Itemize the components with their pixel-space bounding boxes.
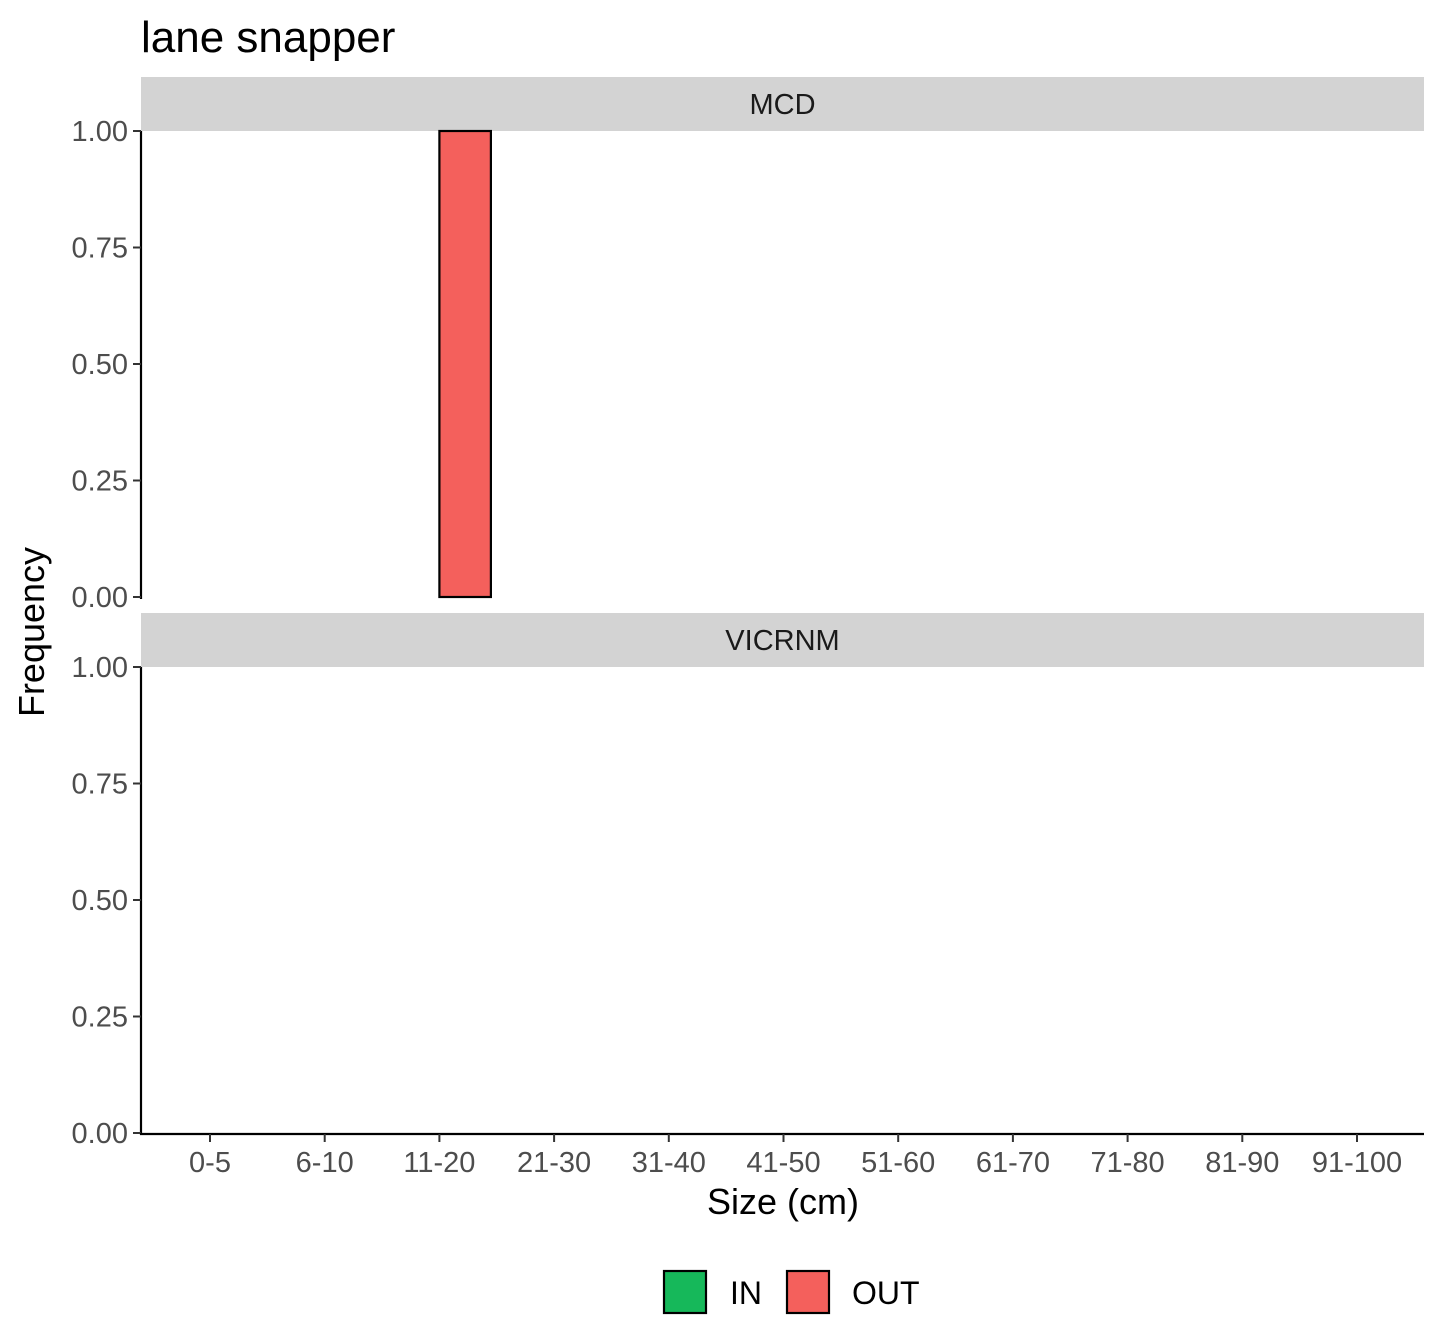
y-axis-title: Frequency [11,547,52,717]
facet-strip-label: VICRNM [725,625,839,657]
x-axis: 0-5 6-10 11-20 21-30 31-40 41-50 51-60 61-70 71-… [140,1132,1424,1179]
y-tick-label: 0.50 [72,349,128,381]
legend-item-out: OUT [785,1269,920,1315]
chart-title: lane snapper [141,13,395,62]
bar-out-11-20 [438,129,492,599]
facet-strip-label: MCD [749,89,815,121]
x-tick-label: 61-70 [976,1147,1050,1179]
x-tick-label: 81-90 [1205,1147,1279,1179]
y-tick-label: 0.75 [72,769,128,801]
legend-item-in: IN [662,1269,762,1315]
y-tick-label: 0.25 [72,1002,128,1034]
x-tick-label: 91-100 [1312,1147,1402,1179]
x-tick-label: 21-30 [517,1147,591,1179]
x-tick-label: 71-80 [1091,1147,1165,1179]
facet-panel-vicrnm: VICRNM 0.00 0.25 0.50 0.75 1.00 [72,613,1424,1150]
y-tick-label: 0.75 [72,233,128,265]
legend-label: IN [730,1275,762,1311]
x-tick-label: 11-20 [403,1147,475,1179]
x-tick-label: 51-60 [861,1147,935,1179]
facet-strip [141,77,1424,131]
y-tick-label: 0.25 [72,466,128,498]
legend-swatch [785,1269,831,1315]
x-axis-title: Size (cm) [707,1181,859,1222]
facet-panels: MCD 0.00 0.25 0.50 0.75 1.00 VICRNM 0.00 0.25 0.5… [72,77,1424,1150]
y-tick-label: 1.00 [72,116,128,148]
x-tick-label: 31-40 [632,1147,706,1179]
x-tick-label: 6-10 [296,1147,354,1179]
y-tick-label: 0.00 [72,1118,128,1150]
y-tick-label: 0.00 [72,582,128,614]
legend: IN OUT [662,1269,920,1315]
x-tick-label: 0-5 [189,1147,231,1179]
x-tick-label: 41-50 [746,1147,820,1179]
facet-panel-mcd: MCD 0.00 0.25 0.50 0.75 1.00 [72,77,1424,614]
facet-strip [141,613,1424,667]
y-tick-label: 0.50 [72,885,128,917]
y-tick-label: 1.00 [72,652,128,684]
legend-swatch [662,1269,708,1315]
legend-label: OUT [852,1275,920,1311]
